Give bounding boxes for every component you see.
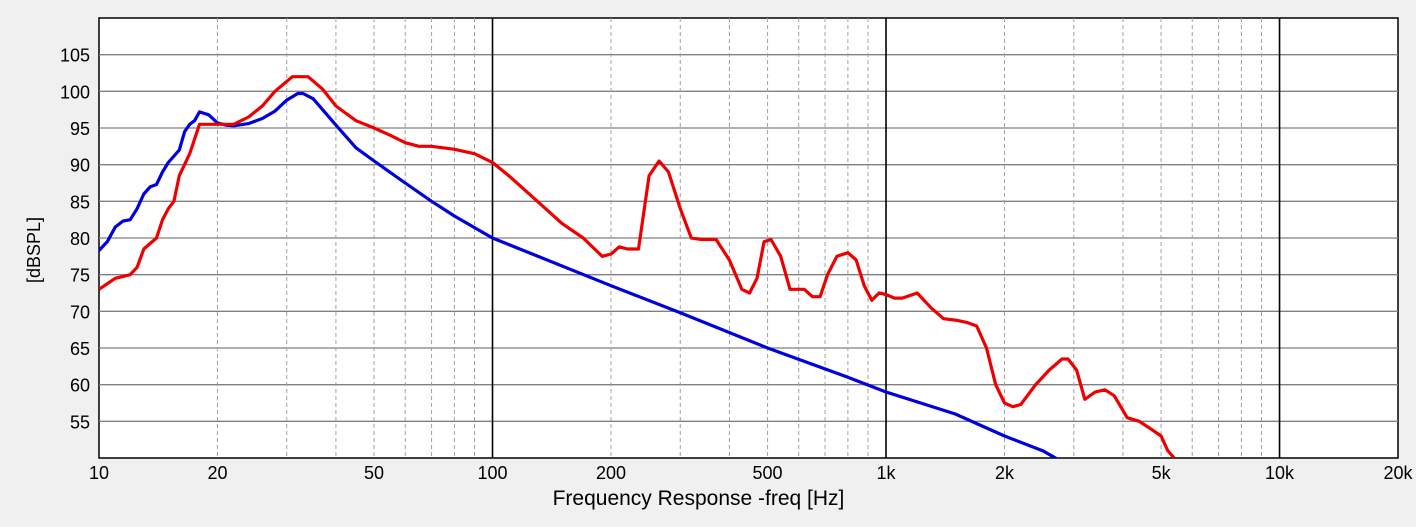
x-tick-label: 200 bbox=[596, 463, 626, 483]
x-tick-label: 50 bbox=[364, 463, 384, 483]
y-tick-label: 55 bbox=[70, 412, 90, 432]
y-tick-label: 70 bbox=[70, 302, 90, 322]
y-tick-label: 65 bbox=[70, 339, 90, 359]
y-axis-ticks: 55 60 65 70 75 80 85 90 95 100 105 bbox=[60, 46, 90, 433]
y-tick-label: 80 bbox=[70, 229, 90, 249]
y-tick-label: 85 bbox=[70, 192, 90, 212]
x-tick-label: 10 bbox=[89, 463, 109, 483]
x-tick-label: 10k bbox=[1265, 463, 1295, 483]
x-tick-label: 100 bbox=[477, 463, 507, 483]
x-tick-label: 2k bbox=[995, 463, 1015, 483]
y-tick-label: 75 bbox=[70, 266, 90, 286]
y-tick-label: 105 bbox=[60, 46, 90, 66]
x-tick-label: 1k bbox=[877, 463, 897, 483]
x-axis-label: Frequency Response -freq [Hz] bbox=[553, 487, 845, 510]
x-tick-label: 5k bbox=[1152, 463, 1172, 483]
grid-lines bbox=[99, 18, 1398, 458]
x-axis-ticks: 10 20 50 100 200 500 1k 2k 5k 10k 20k bbox=[89, 463, 1414, 483]
y-tick-label: 95 bbox=[70, 119, 90, 139]
y-tick-label: 90 bbox=[70, 156, 90, 176]
series-line-1 bbox=[99, 91, 1059, 458]
y-axis-label: [dBSPL] bbox=[24, 217, 44, 283]
y-tick-label: 60 bbox=[70, 376, 90, 396]
x-tick-label: 500 bbox=[753, 463, 783, 483]
x-tick-label: 20 bbox=[207, 463, 227, 483]
y-tick-label: 100 bbox=[60, 82, 90, 102]
series-lines bbox=[99, 75, 1176, 458]
x-tick-label: 20k bbox=[1383, 463, 1413, 483]
series-line-2 bbox=[99, 75, 1176, 458]
